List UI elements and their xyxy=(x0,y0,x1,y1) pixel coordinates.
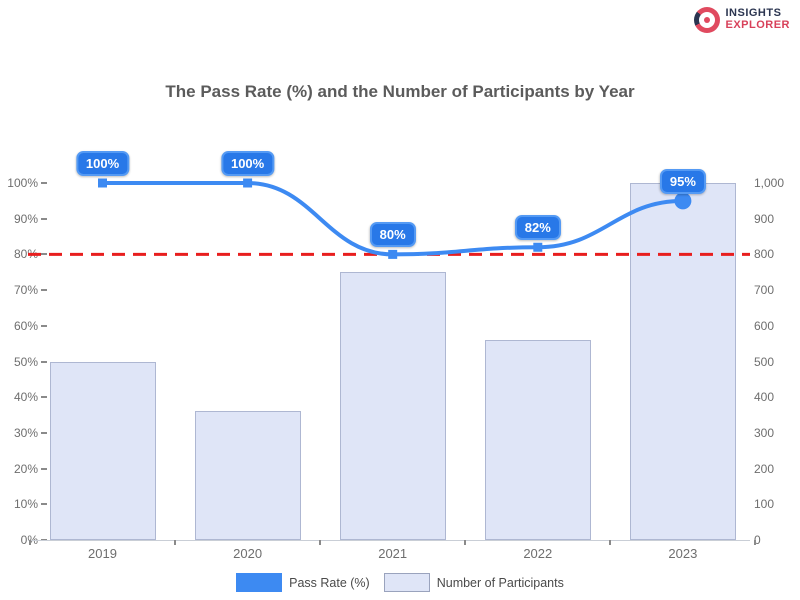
legend-swatch-bar xyxy=(383,573,430,592)
left-axis-tick-label: 70% xyxy=(13,283,38,298)
point-label: 100% xyxy=(220,151,275,176)
right-axis-tick-label: 0 xyxy=(754,533,761,547)
bar-2022 xyxy=(484,340,591,540)
right-axis-tick-label: 300 xyxy=(754,425,775,440)
x-axis-tick-mark xyxy=(174,540,177,545)
right-axis-tick-label: 900 xyxy=(754,211,775,226)
right-axis-tick-label: 100 xyxy=(754,497,775,512)
line-point-marker xyxy=(388,249,398,259)
x-axis-tick-mark xyxy=(319,540,322,545)
legend-swatch-line xyxy=(236,573,283,592)
left-axis-tick-label: 90% xyxy=(13,211,38,226)
x-axis-category-label: 2020 xyxy=(233,546,263,561)
line-point-marker xyxy=(533,242,543,252)
brand-logo-text: INSIGHTS EXPLORER xyxy=(725,8,790,31)
x-axis-category-label: 2019 xyxy=(88,546,117,561)
left-axis-tick-mark xyxy=(41,182,47,184)
line-point-marker xyxy=(98,178,107,188)
x-axis-tick-mark xyxy=(754,540,757,545)
x-axis-tick-mark xyxy=(28,540,31,545)
left-axis-tick-mark xyxy=(41,289,47,292)
bar-2020 xyxy=(194,411,301,540)
right-axis-tick-label: 1,000 xyxy=(754,176,785,190)
left-axis-tick-mark xyxy=(41,503,47,506)
left-axis-tick-label: 40% xyxy=(13,390,38,405)
point-label: 100% xyxy=(75,151,130,176)
left-axis-tick-mark xyxy=(41,253,47,256)
point-label: 82% xyxy=(514,215,561,241)
x-axis-category-label: 2023 xyxy=(668,546,698,561)
right-axis-tick-label: 800 xyxy=(754,247,775,262)
left-axis-tick-label: 20% xyxy=(13,461,38,476)
legend-item: Pass Rate (%) xyxy=(236,573,370,592)
left-axis-tick-label: 100% xyxy=(7,176,38,190)
brand-logo-line2: EXPLORER xyxy=(725,19,790,31)
x-axis-category-label: 2022 xyxy=(523,546,553,561)
x-axis-tick-mark xyxy=(464,540,467,545)
left-axis-tick-mark xyxy=(41,431,47,434)
left-axis-tick-label: 30% xyxy=(13,425,38,440)
legend-label: Number of Participants xyxy=(436,575,564,590)
legend: Pass Rate (%) Number of Participants xyxy=(0,573,800,592)
right-axis-tick-label: 500 xyxy=(754,354,775,369)
chart-title: The Pass Rate (%) and the Number of Part… xyxy=(165,82,635,101)
line-point-marker xyxy=(243,178,253,188)
bar-2021 xyxy=(339,272,446,540)
bar-2023 xyxy=(629,183,736,540)
legend-item: Number of Participants xyxy=(383,573,564,592)
left-axis-tick-mark xyxy=(41,396,47,399)
brand-logo-icon xyxy=(694,7,721,33)
right-axis-tick-label: 600 xyxy=(754,318,775,333)
x-axis-tick-mark xyxy=(609,540,612,545)
x-axis-category-label: 2021 xyxy=(378,546,408,561)
left-axis-tick-label: 80% xyxy=(13,247,38,262)
left-axis-tick-label: 60% xyxy=(13,318,38,333)
left-axis-tick-mark xyxy=(41,467,47,470)
left-axis-tick-label: 10% xyxy=(13,497,38,512)
bar-2019 xyxy=(49,361,156,540)
point-label: 80% xyxy=(369,222,416,248)
left-axis-tick-label: 50% xyxy=(13,354,38,369)
point-label: 95% xyxy=(659,168,706,194)
brand-logo: INSIGHTS EXPLORER xyxy=(694,7,790,33)
right-axis-tick-label: 200 xyxy=(754,461,775,476)
left-axis-tick-mark xyxy=(41,324,47,327)
left-axis-tick-mark xyxy=(41,217,47,220)
brand-logo-line1: INSIGHTS xyxy=(725,7,782,20)
right-axis-tick-label: 700 xyxy=(754,283,775,298)
legend-label: Pass Rate (%) xyxy=(289,575,370,590)
right-axis-tick-label: 400 xyxy=(754,390,775,405)
x-axis-line xyxy=(28,540,750,541)
left-axis-tick-mark xyxy=(41,360,47,363)
